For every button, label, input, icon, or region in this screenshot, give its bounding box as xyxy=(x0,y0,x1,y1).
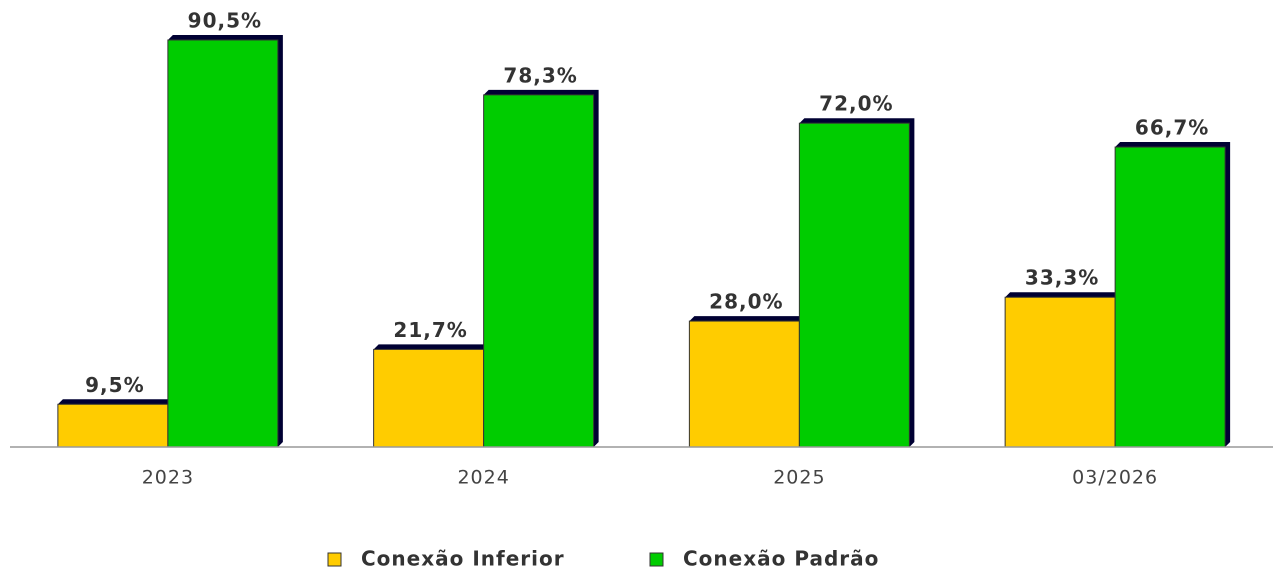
bar xyxy=(688,320,800,448)
legend-swatch xyxy=(327,552,342,567)
value-label: 78,3% xyxy=(503,63,577,87)
value-label: 72,0% xyxy=(819,92,893,116)
bar xyxy=(1114,146,1226,448)
bar xyxy=(57,403,169,448)
value-label: 66,7% xyxy=(1135,116,1209,140)
bar xyxy=(798,122,910,448)
value-label: 21,7% xyxy=(393,318,467,342)
value-label: 33,3% xyxy=(1025,266,1099,290)
legend-swatch xyxy=(649,552,664,567)
bar xyxy=(483,94,595,448)
legend-label: Conexão Inferior xyxy=(361,547,565,571)
value-label: 90,5% xyxy=(188,9,262,33)
bar xyxy=(167,39,279,448)
x-tick-label: 2023 xyxy=(142,467,194,489)
bar xyxy=(373,348,485,448)
legend-label: Conexão Padrão xyxy=(683,547,879,571)
x-tick-label: 03/2026 xyxy=(1072,467,1158,489)
x-tick-label: 2025 xyxy=(773,467,825,489)
value-label: 28,0% xyxy=(709,290,783,314)
value-label: 9,5% xyxy=(85,373,144,397)
bar xyxy=(1004,296,1116,448)
x-tick-label: 2024 xyxy=(457,467,509,489)
